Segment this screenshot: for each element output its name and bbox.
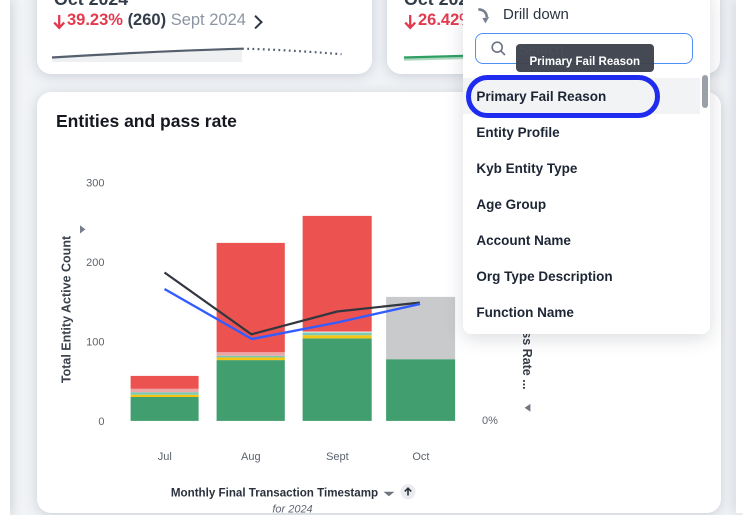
- svg-text:Sept: Sept: [326, 451, 349, 463]
- svg-text:for 2024: for 2024: [272, 504, 312, 514]
- svg-text:Monthly Final Transaction Time: Monthly Final Transaction Timestamp: [171, 487, 378, 500]
- svg-text:Pass Rate ...: Pass Rate ...: [520, 316, 534, 390]
- svg-text:200: 200: [86, 257, 104, 269]
- svg-text:100: 100: [86, 336, 104, 348]
- svg-text:Total Entity Active Count: Total Entity Active Count: [60, 235, 74, 383]
- svg-text:Aug: Aug: [241, 451, 261, 463]
- svg-text:0%: 0%: [482, 415, 498, 427]
- svg-text:300: 300: [86, 177, 104, 189]
- svg-text:0: 0: [98, 416, 104, 428]
- svg-text:Jul: Jul: [158, 451, 172, 463]
- svg-text:Oct: Oct: [412, 451, 429, 463]
